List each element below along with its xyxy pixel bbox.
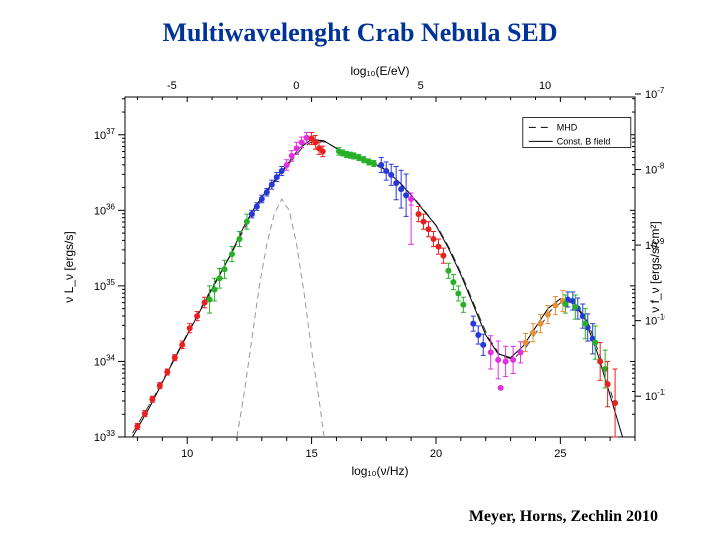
svg-text:1036: 1036 (94, 202, 116, 217)
svg-text:25: 25 (554, 448, 566, 460)
svg-text:10: 10 (539, 80, 551, 92)
svg-text:ν L_ν [ergs/s]: ν L_ν [ergs/s] (62, 231, 76, 302)
svg-text:10-8: 10-8 (645, 162, 665, 177)
svg-text:log₁₀(E/eV): log₁₀(E/eV) (350, 65, 409, 78)
svg-text:-5: -5 (167, 80, 177, 92)
page-root: Multiwavelenght Crab Nebula SED 10 15 20 25… (0, 0, 720, 540)
page-title: Multiwavelenght Crab Nebula SED (0, 18, 720, 48)
svg-text:MHD: MHD (557, 122, 578, 132)
svg-text:ν f_ν [ergs/s/cm²]: ν f_ν [ergs/s/cm²] (648, 221, 662, 312)
svg-text:1037: 1037 (94, 127, 116, 142)
svg-text:10-11: 10-11 (645, 388, 665, 403)
svg-text:1033: 1033 (94, 429, 116, 444)
sed-svg: 10 15 20 25 log₁₀(ν/Hz) -5 0 5 10 log₁₀(E/eV) 1033… (55, 65, 665, 485)
svg-text:10-10: 10-10 (645, 313, 665, 328)
svg-text:1035: 1035 (94, 278, 116, 293)
credit-text: Meyer, Horns, Zechlin 2010 (469, 508, 658, 526)
svg-text:log₁₀(ν/Hz): log₁₀(ν/Hz) (351, 464, 408, 478)
svg-text:20: 20 (430, 448, 442, 460)
svg-text:15: 15 (305, 448, 317, 460)
svg-text:5: 5 (418, 80, 424, 92)
svg-text:10: 10 (181, 448, 193, 460)
sed-chart: 10 15 20 25 log₁₀(ν/Hz) -5 0 5 10 log₁₀(E/eV) 1033… (55, 65, 665, 485)
svg-text:1034: 1034 (94, 353, 116, 368)
svg-text:0: 0 (293, 80, 299, 92)
svg-text:Const. B field: Const. B field (557, 136, 611, 146)
svg-text:10-7: 10-7 (645, 86, 665, 101)
